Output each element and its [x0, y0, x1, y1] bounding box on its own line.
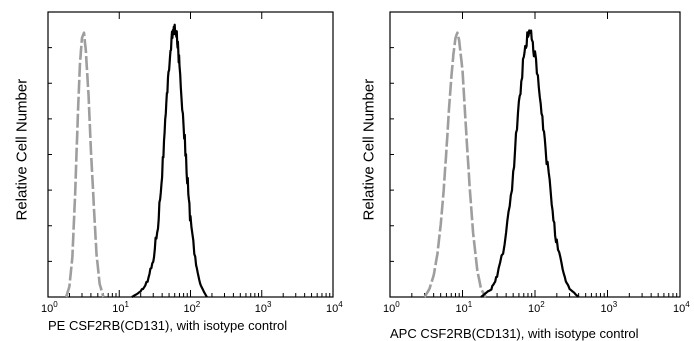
x-tick-label: 104 — [326, 300, 343, 315]
histogram-panel-pe: Relative Cell Number 100 101 102 103 104 PE … — [0, 0, 347, 340]
histogram-plot: 100 101 102 103 104 — [41, 11, 343, 315]
histogram-plot: 100 101 102 103 104 — [383, 11, 690, 315]
x-axis-label: PE CSF2RB(CD131), with isotype control — [48, 318, 288, 333]
isotype-control-curve — [64, 31, 105, 298]
csf2rb-staining-curve — [480, 29, 580, 298]
x-tick-label: 103 — [601, 300, 618, 315]
x-tick-label: 103 — [255, 300, 272, 315]
x-tick-label: 101 — [112, 300, 129, 315]
x-tick-label: 102 — [184, 300, 201, 315]
x-tick-label: 104 — [673, 300, 690, 315]
x-tick-label: 100 — [383, 300, 400, 315]
histogram-panel-apc: Relative Cell Number 100 101 102 103 104 APC… — [347, 0, 694, 341]
isotype-control-curve — [423, 31, 488, 298]
x-axis-label: APC CSF2RB(CD131), with isotype control — [390, 326, 639, 341]
x-tick-label: 101 — [456, 300, 473, 315]
csf2rb-staining-curve — [131, 23, 208, 298]
x-tick-label: 100 — [41, 300, 58, 315]
x-tick-label: 102 — [528, 300, 545, 315]
